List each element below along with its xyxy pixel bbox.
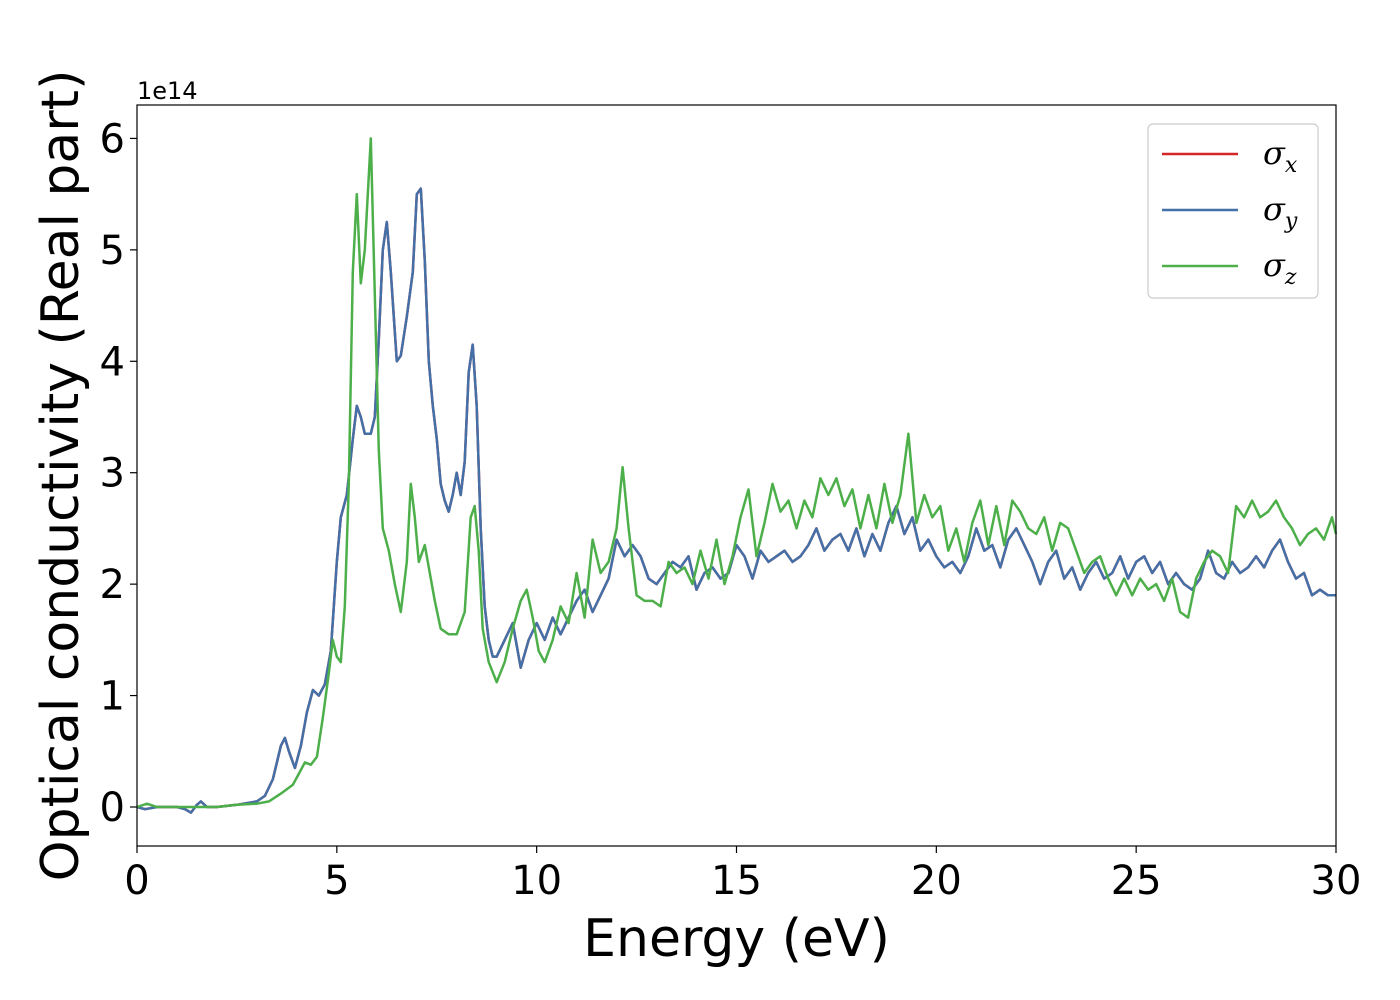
x-tick-label: 30 <box>1311 858 1362 904</box>
y-tick-label: 2 <box>100 562 125 608</box>
x-tick-label: 10 <box>511 858 562 904</box>
y-tick-label: 1 <box>100 674 125 720</box>
legend-label-y: σy <box>1263 190 1298 234</box>
y-tick-label: 6 <box>100 116 125 162</box>
legend-label-z: σz <box>1263 246 1297 290</box>
y-axis-title: Optical conductivity (Real part) <box>31 70 91 882</box>
y-tick-label: 0 <box>100 785 125 831</box>
series-line-y <box>136 187 1336 814</box>
y-offset-label: 1e14 <box>137 77 198 105</box>
x-tick-label: 25 <box>1111 858 1162 904</box>
legend: σx σy σz <box>1147 123 1319 299</box>
x-tick-label: 20 <box>911 858 962 904</box>
x-tick-label: 15 <box>711 858 762 904</box>
x-axis-title: Energy (eV) <box>583 909 890 969</box>
series-line-z <box>136 137 1338 809</box>
series-layer <box>136 137 1338 814</box>
ticks-layer: 0 5 10 15 20 25 30 0 1 2 3 4 5 6 <box>100 116 1362 904</box>
y-tick-label: 5 <box>100 228 125 274</box>
legend-label-x: σx <box>1263 134 1298 178</box>
x-tick-label: 5 <box>324 858 349 904</box>
y-tick-label: 3 <box>100 451 125 497</box>
y-tick-label: 4 <box>100 339 125 385</box>
x-tick-label: 0 <box>124 858 149 904</box>
